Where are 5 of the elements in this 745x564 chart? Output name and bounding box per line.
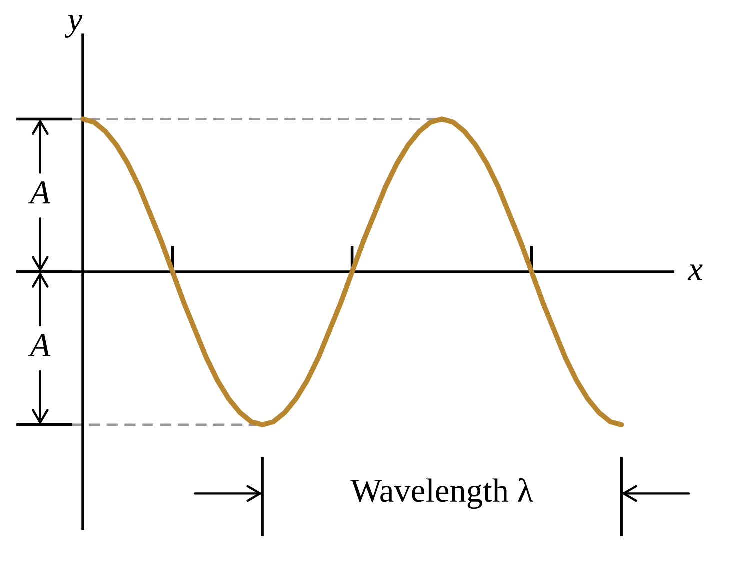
text: Wavelength λ [350,478,534,510]
x-axis-title: x [688,264,703,280]
text: A [28,334,51,357]
text: A [28,182,51,204]
y-axis-title: y [64,15,83,38]
